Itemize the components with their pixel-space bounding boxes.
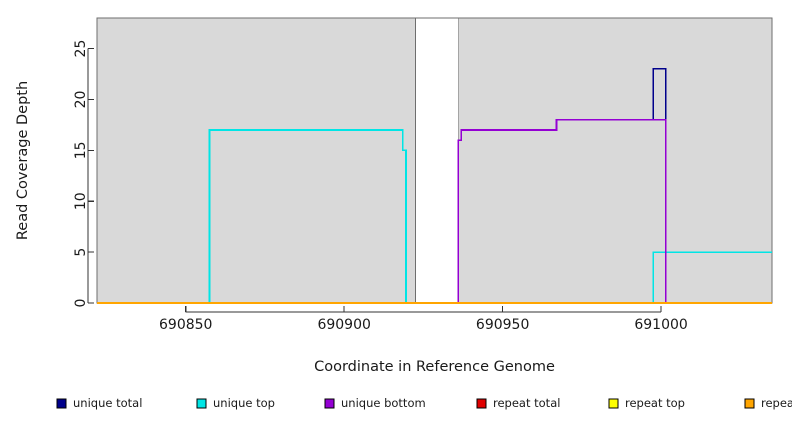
x-tick-label: 690850 (159, 317, 212, 333)
legend-item-unique-total: unique total (56, 396, 142, 410)
y-axis-title: Read Coverage Depth (15, 81, 31, 240)
legend-swatch (608, 398, 619, 409)
legend-label: repeat bottom (761, 396, 792, 410)
x-axis: 690850 690900 690950 691000 (159, 306, 688, 333)
y-tick-label: 15 (73, 141, 89, 159)
legend-swatch (476, 398, 487, 409)
legend-label: repeat total (493, 396, 560, 410)
legend-item-unique-top: unique top (196, 396, 275, 410)
legend-item-repeat-top: repeat top (608, 396, 685, 410)
y-tick-label: 5 (73, 248, 89, 257)
legend-label: unique total (73, 396, 142, 410)
legend-item-unique-bottom: unique bottom (324, 396, 426, 410)
x-axis-title: Coordinate in Reference Genome (314, 359, 555, 375)
legend-label: repeat top (625, 396, 685, 410)
series-layer (97, 68, 772, 304)
plot-panel (96, 17, 773, 304)
legend-label: unique bottom (341, 396, 426, 410)
legend-item-repeat-bottom: repeat bottom (744, 396, 792, 410)
y-tick-label: 10 (73, 192, 89, 210)
y-tick-label: 0 (73, 299, 89, 308)
y-tick-label: 25 (73, 40, 89, 58)
series-unique-top (97, 129, 772, 304)
x-tick-label: 690900 (317, 317, 370, 333)
legend-swatch (196, 398, 207, 409)
legend-swatch (324, 398, 335, 409)
axes-layer: 0 5 10 15 20 25 690850 690900 690950 691000 Coordi… (15, 40, 688, 375)
legend-item-repeat-total: repeat total (476, 396, 560, 410)
legend-swatch (56, 398, 67, 409)
x-tick-label: 690950 (476, 317, 529, 333)
y-tick-label: 20 (73, 91, 89, 109)
legend-label: unique top (213, 396, 275, 410)
chart-legend: unique total unique top unique bottom repea… (56, 396, 792, 410)
legend-swatch (744, 398, 755, 409)
y-axis: 0 5 10 15 20 25 (73, 40, 94, 308)
x-tick-label: 691000 (634, 317, 687, 333)
